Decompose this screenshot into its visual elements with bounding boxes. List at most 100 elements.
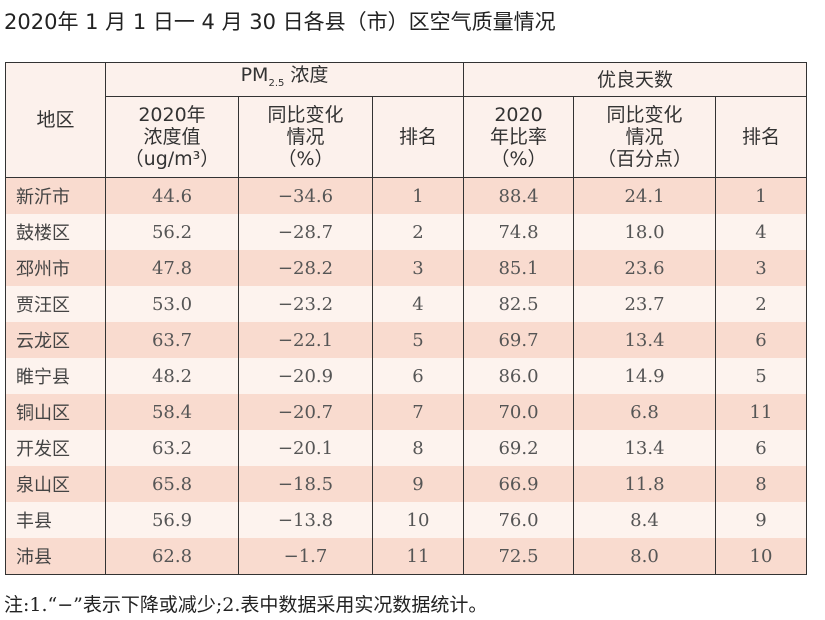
good-change-cell: 23.6: [573, 250, 716, 286]
good-rate-cell: 82.5: [463, 286, 574, 322]
good-rank-cell: 6: [715, 322, 807, 358]
good-change-cell: 24.1: [573, 177, 716, 214]
region-cell: 泉山区: [5, 466, 106, 502]
header-region: 地区: [5, 62, 106, 178]
footnote: 注:1.“−”表示下降或减少;2.表中数据采用实况数据统计。: [4, 594, 488, 616]
pm-change-cell: −34.6: [238, 177, 373, 214]
table-row: 铜山区 58.4 −20.7 7 70.0 6.8 11: [5, 394, 807, 430]
table-row: 邳州市 47.8 −28.2 3 85.1 23.6 3: [5, 250, 807, 286]
good-rate-cell: 76.0: [463, 502, 574, 538]
pm-rank-cell: 9: [372, 466, 464, 502]
header-good-change: 同比变化 情况 （百分点）: [573, 96, 716, 178]
pm-change-cell: −28.2: [238, 250, 373, 286]
pm-rank-cell: 4: [372, 286, 464, 322]
pm-rank-cell: 8: [372, 430, 464, 466]
pm-value-cell: 47.8: [105, 250, 239, 286]
header-pm25-group: PM2.5 浓度: [105, 62, 464, 97]
good-rate-cell: 69.2: [463, 430, 574, 466]
region-cell: 睢宁县: [5, 358, 106, 394]
table-row: 泉山区 65.8 −18.5 9 66.9 11.8 8: [5, 466, 807, 502]
region-cell: 沛县: [5, 538, 106, 575]
good-rank-cell: 2: [715, 286, 807, 322]
good-rate-cell: 66.9: [463, 466, 574, 502]
good-rate-cell: 86.0: [463, 358, 574, 394]
good-rate-cell: 74.8: [463, 214, 574, 250]
region-cell: 贾汪区: [5, 286, 106, 322]
good-rank-cell: 4: [715, 214, 807, 250]
header-pm-value: 2020年 浓度值 （ug/m³）: [105, 96, 239, 178]
good-rank-cell: 11: [715, 394, 807, 430]
good-change-cell: 13.4: [573, 322, 716, 358]
pm-change-cell: −28.7: [238, 214, 373, 250]
pm-change-cell: −22.1: [238, 322, 373, 358]
pm-subscript: 2.5: [268, 77, 285, 89]
pm-rank-cell: 3: [372, 250, 464, 286]
region-cell: 鼓楼区: [5, 214, 106, 250]
pm-value-cell: 48.2: [105, 358, 239, 394]
pm-change-cell: −1.7: [238, 538, 373, 575]
pm-rank-cell: 10: [372, 502, 464, 538]
pm-rank-cell: 11: [372, 538, 464, 575]
pm-value-cell: 56.2: [105, 214, 239, 250]
header-good-rate: 2020 年比率 （%）: [463, 96, 574, 178]
good-change-cell: 13.4: [573, 430, 716, 466]
good-change-cell: 8.4: [573, 502, 716, 538]
good-rank-cell: 9: [715, 502, 807, 538]
good-rank-cell: 1: [715, 177, 807, 214]
pm-change-cell: −23.2: [238, 286, 373, 322]
table-row: 贾汪区 53.0 −23.2 4 82.5 23.7 2: [5, 286, 807, 322]
pm-rank-cell: 7: [372, 394, 464, 430]
good-change-cell: 14.9: [573, 358, 716, 394]
pm-change-cell: −20.1: [238, 430, 373, 466]
good-change-cell: 8.0: [573, 538, 716, 575]
pm-value-cell: 44.6: [105, 177, 239, 214]
region-cell: 新沂市: [5, 177, 106, 214]
good-rate-cell: 85.1: [463, 250, 574, 286]
pm-value-cell: 63.7: [105, 322, 239, 358]
pm-value-cell: 65.8: [105, 466, 239, 502]
good-rank-cell: 8: [715, 466, 807, 502]
header-pm-change: 同比变化 情况 （%）: [238, 96, 373, 178]
header-good-days-group: 优良天数: [463, 62, 807, 97]
good-rank-cell: 5: [715, 358, 807, 394]
good-rank-cell: 6: [715, 430, 807, 466]
region-cell: 铜山区: [5, 394, 106, 430]
pm-value-cell: 63.2: [105, 430, 239, 466]
good-change-cell: 23.7: [573, 286, 716, 322]
table-row: 鼓楼区 56.2 −28.7 2 74.8 18.0 4: [5, 214, 807, 250]
good-change-cell: 6.8: [573, 394, 716, 430]
region-cell: 邳州市: [5, 250, 106, 286]
pm-change-cell: −18.5: [238, 466, 373, 502]
pm-rank-cell: 6: [372, 358, 464, 394]
pm-value-cell: 53.0: [105, 286, 239, 322]
region-cell: 云龙区: [5, 322, 106, 358]
region-cell: 开发区: [5, 430, 106, 466]
good-rate-cell: 88.4: [463, 177, 574, 214]
table-title: 2020年 1 月 1 日一 4 月 30 日各县（市）区空气质量情况: [4, 10, 556, 34]
pm-label: PM: [240, 64, 269, 87]
air-quality-table: 地区 PM2.5 浓度 优良天数 2020年 浓度值 （ug/m³） 同比变化 情况（…: [5, 62, 807, 575]
table-row: 丰县 56.9 −13.8 10 76.0 8.4 9: [5, 502, 807, 538]
pm-rank-cell: 1: [372, 177, 464, 214]
pm-suffix: 浓度: [284, 64, 329, 87]
pm-rank-cell: 2: [372, 214, 464, 250]
header-pm-rank: 排名: [372, 96, 464, 178]
table-row: 新沂市 44.6 −34.6 1 88.4 24.1 1: [5, 177, 807, 214]
pm-change-cell: −20.9: [238, 358, 373, 394]
good-rank-cell: 3: [715, 250, 807, 286]
pm-change-cell: −13.8: [238, 502, 373, 538]
pm-value-cell: 58.4: [105, 394, 239, 430]
header-good-rank: 排名: [715, 96, 807, 178]
table-row: 睢宁县 48.2 −20.9 6 86.0 14.9 5: [5, 358, 807, 394]
pm-value-cell: 62.8: [105, 538, 239, 575]
pm-rank-cell: 5: [372, 322, 464, 358]
good-rate-cell: 72.5: [463, 538, 574, 575]
table-row: 开发区 63.2 −20.1 8 69.2 13.4 6: [5, 430, 807, 466]
pm-value-cell: 56.9: [105, 502, 239, 538]
region-cell: 丰县: [5, 502, 106, 538]
good-rank-cell: 10: [715, 538, 807, 575]
pm-change-cell: −20.7: [238, 394, 373, 430]
good-rate-cell: 69.7: [463, 322, 574, 358]
table-row: 沛县 62.8 −1.7 11 72.5 8.0 10: [5, 538, 807, 575]
table-row: 云龙区 63.7 −22.1 5 69.7 13.4 6: [5, 322, 807, 358]
